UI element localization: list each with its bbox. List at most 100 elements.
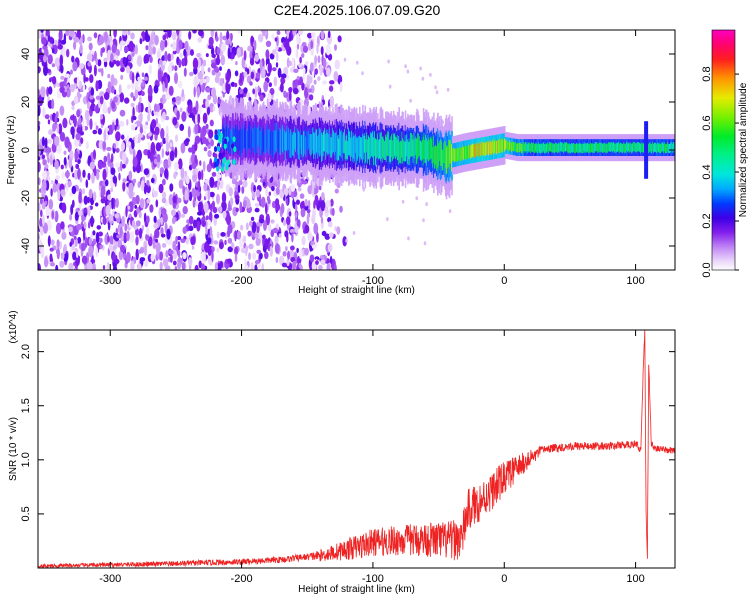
colorbar-swatch <box>712 104 735 107</box>
noise-cell <box>113 143 117 149</box>
noise-cell <box>155 199 159 208</box>
noise-cell <box>113 232 116 240</box>
band-core <box>463 146 466 160</box>
noise-cell <box>49 154 53 166</box>
noise-cell <box>55 264 59 270</box>
noise-cell <box>106 262 110 270</box>
noise-cell <box>175 96 181 102</box>
colorbar-swatch <box>712 168 735 171</box>
noise-cell <box>60 39 67 45</box>
noise-cell <box>135 194 140 205</box>
noise-cell <box>127 54 132 61</box>
noise-cell <box>181 213 185 218</box>
noise-cell <box>226 30 230 40</box>
noise-cell <box>191 245 195 250</box>
noise-cell <box>264 238 269 250</box>
noise-cell <box>155 242 161 253</box>
band-core <box>339 128 341 156</box>
noise-cell <box>119 92 125 103</box>
noise-cell <box>289 184 296 192</box>
noise-cell <box>161 208 167 215</box>
noise-cell <box>205 98 209 110</box>
noise-cell <box>288 86 293 94</box>
noise-cell <box>296 199 300 205</box>
noise-cell <box>92 129 98 135</box>
noise-cell <box>78 210 83 217</box>
noise-cell <box>124 46 129 53</box>
noise-cell <box>314 68 318 75</box>
noise-cell <box>76 109 81 118</box>
colorbar-swatch <box>712 212 735 215</box>
noise-cell <box>211 47 215 56</box>
band-core <box>354 135 356 162</box>
noise-cell <box>103 155 108 163</box>
noise-cell <box>76 75 80 88</box>
band-core <box>309 134 311 154</box>
noise-cell <box>115 147 120 153</box>
noise-cell <box>318 265 323 270</box>
band-core <box>542 143 545 153</box>
noise-cell <box>286 30 290 39</box>
band-core <box>667 142 669 152</box>
noise-cell <box>158 59 163 65</box>
noise-cell <box>285 198 289 206</box>
noise-cell <box>212 106 216 112</box>
noise-cell <box>206 163 212 173</box>
noise-cell <box>102 168 107 181</box>
noise-cell <box>236 47 241 58</box>
band-core <box>257 127 259 148</box>
noise-cell <box>69 191 73 197</box>
band-core <box>672 141 675 152</box>
noise-cell <box>69 30 75 38</box>
noise-cell <box>255 72 261 79</box>
colorbar-swatch <box>712 110 735 113</box>
noise-cell <box>47 235 51 247</box>
noise-cell <box>51 210 55 220</box>
noise-cell <box>269 177 273 183</box>
noise-cell <box>343 57 347 62</box>
colorbar-swatch <box>712 34 735 37</box>
noise-cell <box>275 198 280 206</box>
noise-cell <box>71 105 75 111</box>
noise-cell <box>59 54 64 67</box>
noise-cell <box>313 222 319 235</box>
noise-cell <box>159 261 163 270</box>
noise-cell <box>320 216 324 224</box>
noise-cell <box>89 118 93 130</box>
band-core <box>579 143 582 153</box>
noise-cell <box>311 32 315 38</box>
noise-cell <box>130 102 135 108</box>
noise-cell <box>164 50 168 63</box>
noise-cell <box>214 213 220 219</box>
noise-cell <box>289 91 292 102</box>
noise-cell <box>237 184 241 193</box>
noise-cell <box>306 213 310 225</box>
noise-cell <box>175 134 178 143</box>
noise-cell <box>115 60 121 67</box>
noise-cell <box>49 253 53 263</box>
colorbar-tick-label: 0.8 <box>701 66 713 81</box>
noise-cell <box>177 261 181 270</box>
noise-cell <box>95 80 99 92</box>
noise-cell <box>64 73 70 78</box>
noise-cell <box>188 225 194 232</box>
noise-cell <box>86 92 89 103</box>
noise-cell <box>275 51 279 62</box>
noise-cell <box>254 207 260 213</box>
onset-cell <box>223 138 227 144</box>
noise-cell <box>317 76 321 81</box>
colorbar-swatch <box>712 126 735 129</box>
noise-cell <box>254 202 260 207</box>
colorbar-swatch <box>712 44 735 47</box>
noise-cell <box>67 76 70 85</box>
noise-cell <box>162 81 166 93</box>
colorbar-swatch <box>712 52 735 55</box>
noise-cell <box>184 40 189 51</box>
noise-cell <box>230 81 235 87</box>
onset-cell <box>232 159 236 166</box>
noise-cell <box>230 242 235 249</box>
band-core <box>281 124 284 152</box>
noise-cell <box>181 111 187 122</box>
noise-cell <box>74 169 79 180</box>
y-axis-label: Frequency (Hz) <box>6 116 17 185</box>
